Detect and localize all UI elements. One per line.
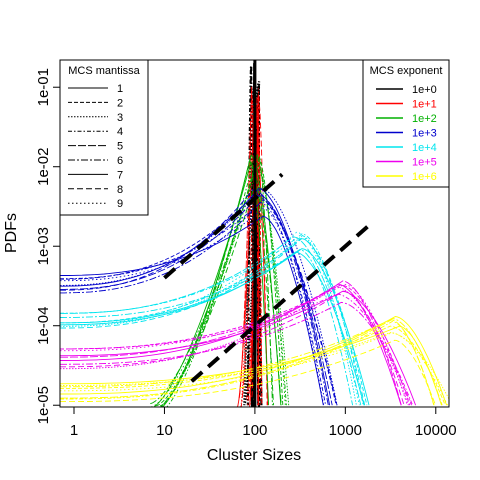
series-curve bbox=[60, 332, 448, 406]
series-curve bbox=[60, 280, 402, 406]
legend-exponent-label: 1e+5 bbox=[412, 157, 437, 169]
series-curve bbox=[60, 290, 417, 406]
legend-mantissa-label: 1 bbox=[117, 83, 123, 95]
series-curve bbox=[60, 283, 408, 406]
legend-mantissa-box bbox=[59, 59, 149, 216]
series-curve bbox=[150, 156, 273, 406]
legend-exponent-label: 1e+3 bbox=[412, 128, 437, 140]
reference-line bbox=[190, 220, 374, 383]
legend-exponent-title: MCS exponent bbox=[370, 65, 443, 77]
series-curve bbox=[60, 319, 435, 406]
series-curve bbox=[60, 339, 436, 406]
legend-exponent: MCS exponent 1e+0 1e+1 1e+2 1e+3 1e+4 1e+5 1e+6 bbox=[362, 59, 450, 188]
series-curve bbox=[60, 238, 366, 406]
legend-mantissa-label: 7 bbox=[117, 169, 123, 181]
x-axis: 1 10 100 1000 10000 bbox=[70, 406, 457, 439]
series-curve bbox=[60, 325, 442, 406]
legend-mantissa-title: MCS mantissa bbox=[68, 65, 140, 77]
x-axis-title: Cluster Sizes bbox=[207, 447, 301, 464]
series-curve bbox=[60, 207, 325, 406]
y-tick-label: 1e-05 bbox=[35, 386, 52, 424]
reference-lines bbox=[163, 172, 374, 383]
series-curve bbox=[153, 161, 270, 407]
legend-mantissa-label: 9 bbox=[117, 198, 123, 210]
series-curve bbox=[161, 163, 290, 407]
series-curve bbox=[60, 283, 402, 406]
legend-exponent-box bbox=[362, 59, 450, 188]
legend-mantissa-label: 3 bbox=[117, 112, 123, 124]
legend-mantissa: MCS mantissa 1 2 3 4 5 6 7 8 9 bbox=[59, 59, 149, 216]
y-axis-title: PDFs bbox=[3, 213, 20, 253]
legend-mantissa-label: 4 bbox=[117, 126, 123, 138]
y-tick-label: 1e-01 bbox=[35, 68, 52, 106]
legend-exponent-label: 1e+1 bbox=[412, 99, 437, 111]
series-curve bbox=[60, 215, 324, 406]
legend-mantissa-label: 2 bbox=[117, 97, 123, 109]
series-curve bbox=[160, 182, 274, 407]
y-axis: 1e-05 1e-04 1e-03 1e-02 1e-01 bbox=[35, 68, 60, 424]
x-tick-label: 10000 bbox=[415, 422, 457, 439]
legend-exponent-label: 1e+4 bbox=[412, 142, 437, 154]
legend-exponent-label: 1e+0 bbox=[412, 84, 437, 96]
y-tick-label: 1e-04 bbox=[35, 307, 52, 345]
legend-exponent-label: 1e+6 bbox=[412, 171, 437, 183]
series-curve bbox=[60, 237, 368, 406]
x-tick-label: 100 bbox=[242, 422, 267, 439]
x-tick-label: 1 bbox=[70, 422, 78, 439]
x-tick-label: 10 bbox=[156, 422, 173, 439]
legend-mantissa-label: 6 bbox=[117, 155, 123, 167]
series-curve bbox=[60, 189, 338, 406]
reference-line bbox=[163, 172, 284, 280]
series-curve bbox=[60, 316, 448, 406]
series-curve bbox=[60, 301, 412, 406]
legend-exponent-label: 1e+2 bbox=[412, 113, 437, 125]
series-curve bbox=[60, 231, 360, 406]
series-curve bbox=[60, 187, 338, 406]
series-curve bbox=[60, 201, 327, 406]
legend-mantissa-label: 8 bbox=[117, 184, 123, 196]
x-tick-label: 1000 bbox=[329, 422, 362, 439]
series-curve bbox=[166, 153, 287, 407]
series-curve bbox=[60, 251, 365, 406]
series-curve bbox=[60, 293, 414, 406]
y-tick-label: 1e-03 bbox=[35, 227, 52, 265]
legend-mantissa-label: 5 bbox=[117, 141, 123, 153]
y-tick-label: 1e-02 bbox=[35, 148, 52, 186]
series-curve bbox=[60, 284, 411, 406]
